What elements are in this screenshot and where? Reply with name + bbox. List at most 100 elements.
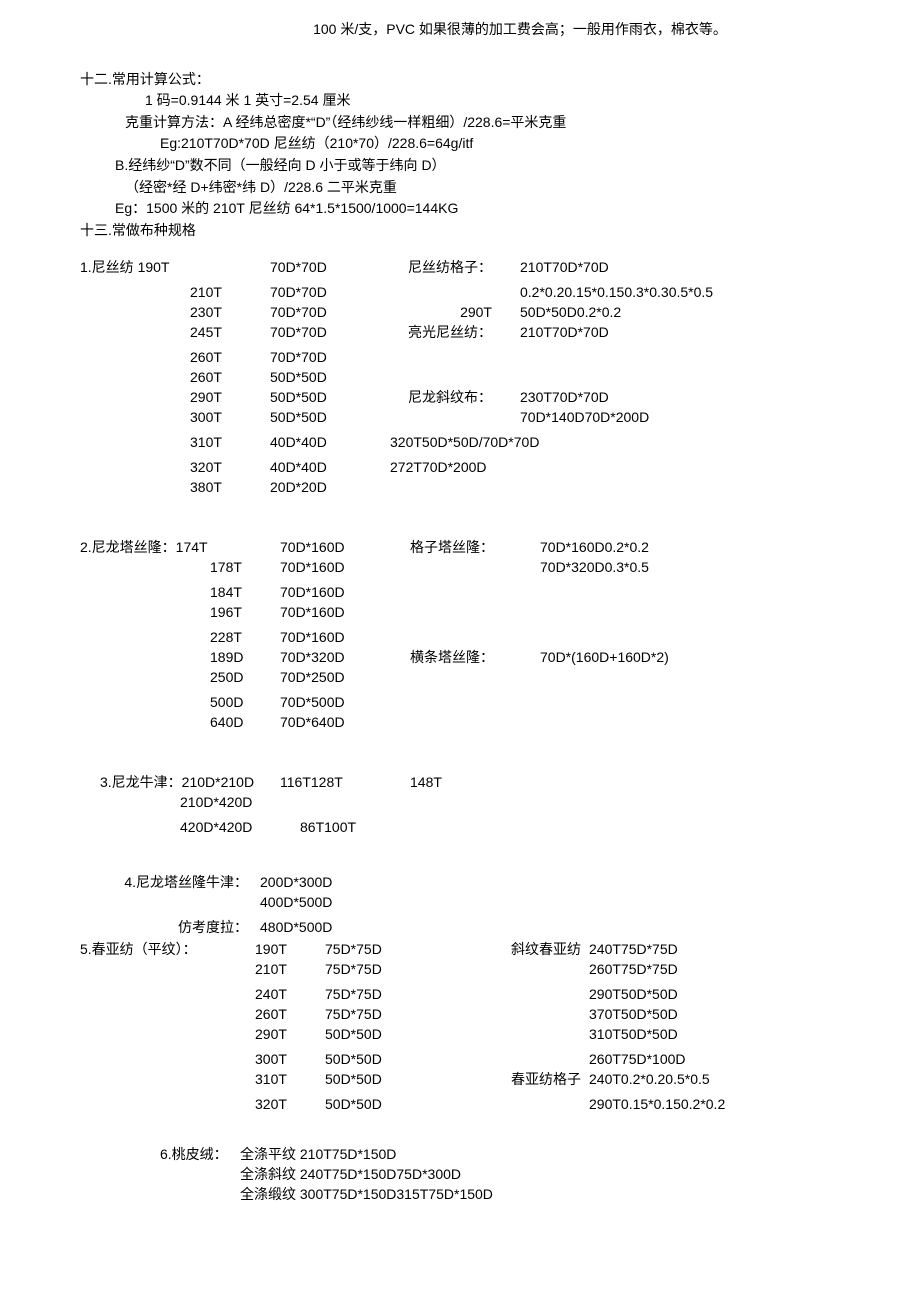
spec-row: 420D*420D 86T100T	[100, 818, 840, 838]
spec-title: 1.尼丝纺 190T	[80, 258, 190, 276]
spec-row: 300T50D*50D260T75D*100D	[80, 1050, 840, 1070]
spec-row: 290T50D*50D尼龙斜纹布：230T70D*70D	[80, 388, 840, 408]
cell: 75D*75D	[325, 940, 415, 958]
spec-row: 196T70D*160D	[80, 603, 840, 623]
cell: 210D*420D	[180, 793, 360, 813]
cell: 格子塔丝隆：	[410, 538, 510, 556]
cell: 230T	[190, 303, 270, 321]
cell: 70D*640D	[280, 713, 410, 731]
cell: 116T128T	[280, 773, 410, 793]
cell: 260T	[255, 1005, 325, 1023]
top-note-text: 100 米/支，PVC 如果很薄的加工费会高；一般用作雨衣，棉衣等。	[313, 21, 727, 37]
spec-row: 3.尼龙牛津：210D*210D 116T128T 148T	[100, 773, 840, 793]
spec-row: 全涤斜纹 240T75D*150D75D*300D	[160, 1165, 840, 1185]
spec-row: 210D*420D	[100, 793, 840, 813]
cell: 70D*70D	[270, 348, 380, 366]
cell: 310T50D*50D	[585, 1025, 840, 1043]
cell: 春亚纺格子	[415, 1070, 585, 1088]
cell: 228T	[210, 628, 280, 646]
cell: 184T	[210, 583, 280, 601]
spec-row: 1.尼丝纺 190T 70D*70D 尼丝纺格子： 210T70D*70D	[80, 258, 840, 278]
cell: 400D*500D	[260, 893, 380, 913]
spec-row: 300T50D*50D 70D*140D70D*200D	[80, 408, 840, 428]
section-12-title: 十二.常用计算公式：	[80, 70, 840, 90]
cell: 70D*70D	[270, 323, 380, 341]
cell: 300T	[190, 408, 270, 426]
cell: 420D*420D	[180, 818, 300, 838]
cell: 230T70D*70D	[500, 388, 840, 406]
cell: 190T	[255, 940, 325, 958]
cell: 75D*75D	[325, 1005, 415, 1023]
spec-row: 2.尼龙塔丝隆：174T 70D*160D 格子塔丝隆： 70D*160D0.2…	[80, 538, 840, 558]
cell: 50D*50D	[325, 1095, 415, 1113]
cell: 640D	[210, 713, 280, 731]
cell: 290T50D*50D	[585, 985, 840, 1003]
spec-title: 4.尼龙塔丝隆牛津：	[80, 873, 260, 893]
spec-section-1: 1.尼丝纺 190T 70D*70D 尼丝纺格子： 210T70D*70D 21…	[80, 258, 840, 498]
cell: 240T	[255, 985, 325, 1003]
spec-row: 245T70D*70D亮光尼丝纺：210T70D*70D	[80, 323, 840, 343]
cell: 500D	[210, 693, 280, 711]
cell: 290T	[380, 303, 500, 321]
cell: 320T	[190, 458, 270, 476]
cell: 290T	[190, 388, 270, 406]
spec-section-3: 3.尼龙牛津：210D*210D 116T128T 148T 210D*420D…	[80, 773, 840, 838]
cell: 290T	[255, 1025, 325, 1043]
cell: 70D*70D	[270, 283, 380, 301]
formula-line: Eg：1500 米的 210T 尼丝纺 64*1.5*1500/1000=144…	[80, 199, 840, 219]
formula-line: B.经纬纱“D”数不同（一般经向 D 小于或等于纬向 D）	[80, 156, 840, 176]
spec-title: 2.尼龙塔丝隆：174T	[80, 538, 280, 556]
spec-section-5: 5.春亚纺（平纹）：190T75D*75D斜纹春亚纺240T75D*75D210…	[80, 940, 840, 1115]
spec-row: 5.春亚纺（平纹）：190T75D*75D斜纹春亚纺240T75D*75D	[80, 940, 840, 960]
spec-row: 230T70D*70D290T50D*50D0.2*0.2	[80, 303, 840, 323]
cell: 40D*40D	[270, 458, 380, 476]
cell: 50D*50D	[270, 408, 380, 426]
spec-section-2: 2.尼龙塔丝隆：174T 70D*160D 格子塔丝隆： 70D*160D0.2…	[80, 538, 840, 733]
cell: 50D*50D0.2*0.2	[500, 303, 840, 321]
cell: 70D*160D	[280, 538, 410, 556]
formula-line: Eg:210T70D*70D 尼丝纺（210*70）/228.6=64g/itf	[80, 134, 840, 154]
cell: 200D*300D	[260, 873, 380, 893]
spec-title: 6.桃皮绒：	[160, 1145, 240, 1165]
spec-row: 4.尼龙塔丝隆牛津： 200D*300D	[80, 873, 840, 893]
cell: 尼丝纺格子：	[380, 258, 500, 276]
cell: 5.春亚纺（平纹）：	[80, 940, 255, 958]
cell: 70D*70D	[270, 258, 380, 276]
cell: 尼龙斜纹布：	[380, 388, 500, 406]
cell: 86T100T	[300, 818, 430, 838]
section-13-title: 十三.常做布种规格	[80, 221, 840, 241]
cell: 189D	[210, 648, 280, 666]
cell: 70D*160D	[280, 628, 410, 646]
cell: 70D*70D	[270, 303, 380, 321]
cell: 210T	[190, 283, 270, 301]
spec-row: 240T75D*75D 290T50D*50D	[80, 985, 840, 1005]
cell: 40D*40D	[270, 433, 380, 451]
cell: 0.2*0.20.15*0.150.3*0.30.5*0.5	[500, 283, 840, 301]
spec-row: 184T70D*160D	[80, 583, 840, 603]
spec-row: 260T75D*75D370T50D*50D	[80, 1005, 840, 1025]
formula-line: 克重计算方法：A 经纬总密度*“D”（经纬纱线一样粗细）/228.6=平米克重	[80, 113, 840, 133]
cell: 260T75D*75D	[585, 960, 840, 978]
spec-section-4: 4.尼龙塔丝隆牛津： 200D*300D 400D*500D 仿考度拉： 480…	[80, 873, 840, 938]
cell: 70D*250D	[280, 668, 410, 686]
cell: 70D*140D70D*200D	[500, 408, 840, 426]
cell: 240T0.2*0.20.5*0.5	[585, 1070, 840, 1088]
cell: 50D*50D	[325, 1070, 415, 1088]
cell: 320T	[255, 1095, 325, 1113]
cell: 70D*(160D+160D*2)	[510, 648, 840, 666]
cell: 480D*500D	[260, 918, 380, 938]
cell: 70D*500D	[280, 693, 410, 711]
cell: 75D*75D	[325, 985, 415, 1003]
cell: 245T	[190, 323, 270, 341]
cell: 250D	[210, 668, 280, 686]
cell: 210T70D*70D	[500, 258, 840, 276]
cell: 380T	[190, 478, 270, 496]
spec-row: 380T20D*20D	[80, 478, 840, 498]
spec-row: 6.桃皮绒： 全涤平纹 210T75D*150D	[160, 1145, 840, 1165]
cell: 310T	[255, 1070, 325, 1088]
cell: 290T0.15*0.150.2*0.2	[585, 1095, 840, 1113]
cell: 50D*50D	[270, 368, 380, 386]
spec-row: 320T40D*40D272T70D*200D	[80, 458, 840, 478]
cell: 70D*160D	[280, 603, 410, 621]
cell: 210T	[255, 960, 325, 978]
